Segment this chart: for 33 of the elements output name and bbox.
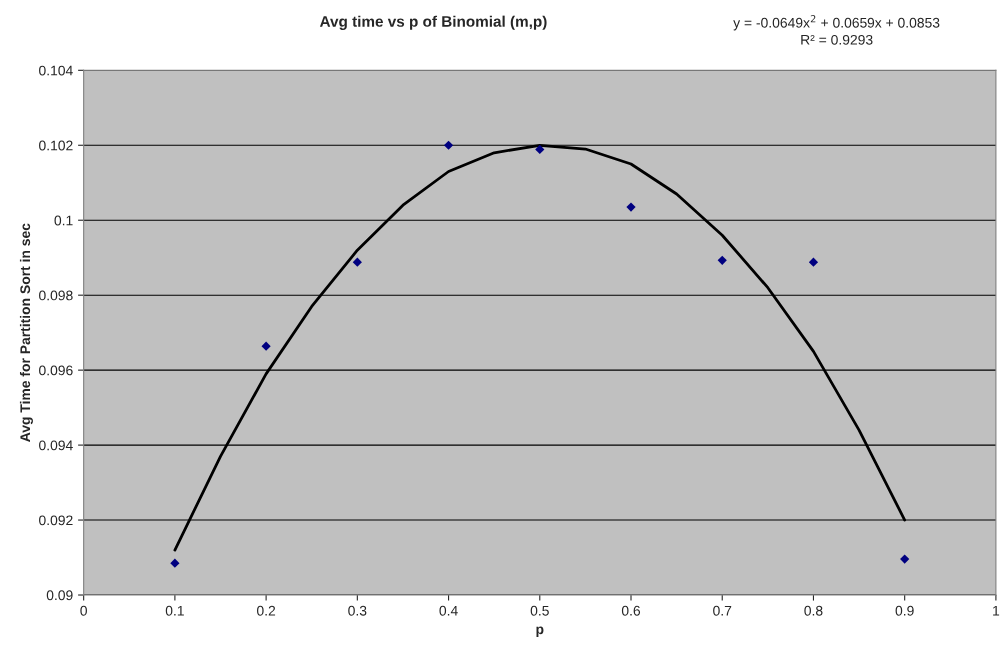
chart-title: Avg time vs p of Binomial (m,p) (319, 15, 547, 30)
x-tick-label: 0.6 (621, 605, 641, 616)
point (352, 257, 362, 267)
x-tick-label: 0.4 (439, 605, 458, 616)
y-tick-label: 0.092 (39, 515, 73, 526)
y-tick-label: 0.104 (39, 65, 73, 76)
point (261, 341, 271, 351)
y-tick-label: 0.102 (39, 140, 73, 151)
text: R² = 0.9293 (801, 34, 873, 45)
point (717, 255, 727, 265)
point (900, 554, 910, 564)
point (626, 202, 636, 212)
y-axis-title: Avg Time for Partition Sort in sec (19, 223, 33, 442)
y-tick-label: 0.096 (39, 365, 73, 376)
x-tick-label: 0.2 (257, 605, 276, 616)
x-tick-label: 0.8 (804, 605, 823, 616)
x-tick-label: 0 (80, 605, 87, 616)
text: y = -0.0649x$^{2}$ + 0.0659x + 0.0853 (733, 15, 940, 31)
y-tick-label: 0.09 (46, 590, 73, 601)
y-tick-label: 0.094 (39, 440, 73, 451)
y-tick-label: 0.1 (54, 215, 73, 226)
point (170, 558, 180, 568)
y-tick-label: 0.098 (39, 290, 73, 301)
x-tick-label: 1 (993, 605, 1000, 616)
x-axis-title: p (536, 626, 544, 637)
x-tick-label: 0.7 (713, 605, 732, 616)
x-tick-label: 0.5 (530, 605, 549, 616)
x-tick-label: 0.1 (165, 605, 184, 616)
point (443, 140, 454, 150)
x-tick-label: 0.3 (348, 605, 367, 616)
point (808, 257, 819, 267)
x-tick-label: 0.9 (895, 605, 914, 616)
point (535, 144, 545, 154)
